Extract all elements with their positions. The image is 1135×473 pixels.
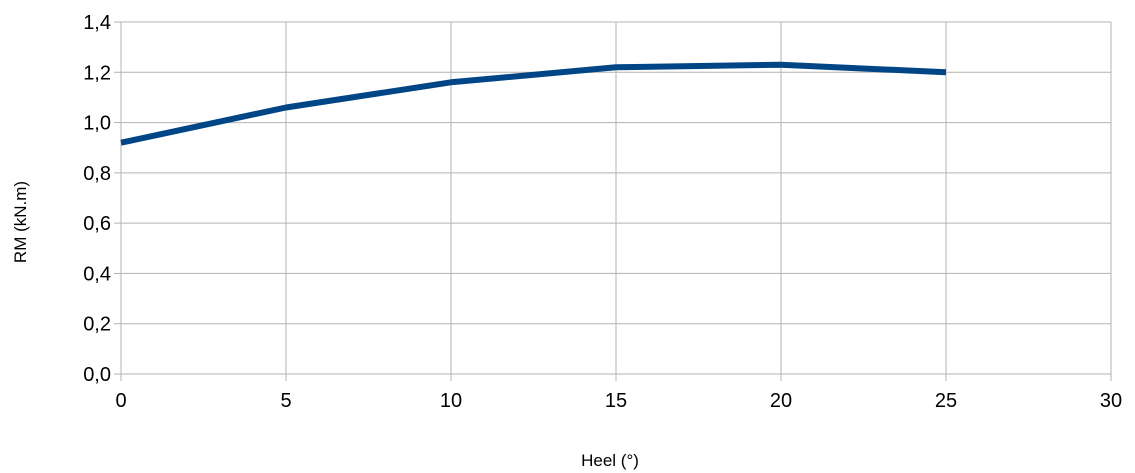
- y-tick-label: 0,6: [83, 213, 111, 235]
- series-line: [120, 61, 947, 146]
- y-axis-title: RM (kN.m): [11, 181, 30, 263]
- x-axis-ticks: 0 5 10 15 20 25 30: [115, 374, 1122, 412]
- y-tick-label: 1,2: [83, 62, 111, 84]
- y-tick-label: 0,4: [83, 263, 111, 285]
- x-tick-label: 5: [280, 390, 291, 412]
- x-tick-label: 20: [770, 390, 792, 412]
- y-tick-label: 0,2: [83, 314, 111, 336]
- x-tick-label: 10: [440, 390, 462, 412]
- y-axis-ticks: 0,0 0,2 0,4 0,6 0,8 1,0 1,2 1,4: [83, 12, 121, 386]
- x-tick-label: 25: [935, 390, 957, 412]
- y-tick-label: 0,8: [83, 163, 111, 185]
- y-tick-label: 1,4: [83, 12, 111, 34]
- x-tick-label: 30: [1100, 390, 1122, 412]
- grid: [120, 21, 1112, 375]
- x-axis-title: Heel (°): [581, 451, 639, 470]
- x-tick-label: 15: [605, 390, 627, 412]
- y-tick-label: 1,0: [83, 113, 111, 135]
- series-group: [120, 61, 947, 146]
- x-tick-label: 0: [115, 390, 126, 412]
- y-tick-label: 0,0: [83, 364, 111, 386]
